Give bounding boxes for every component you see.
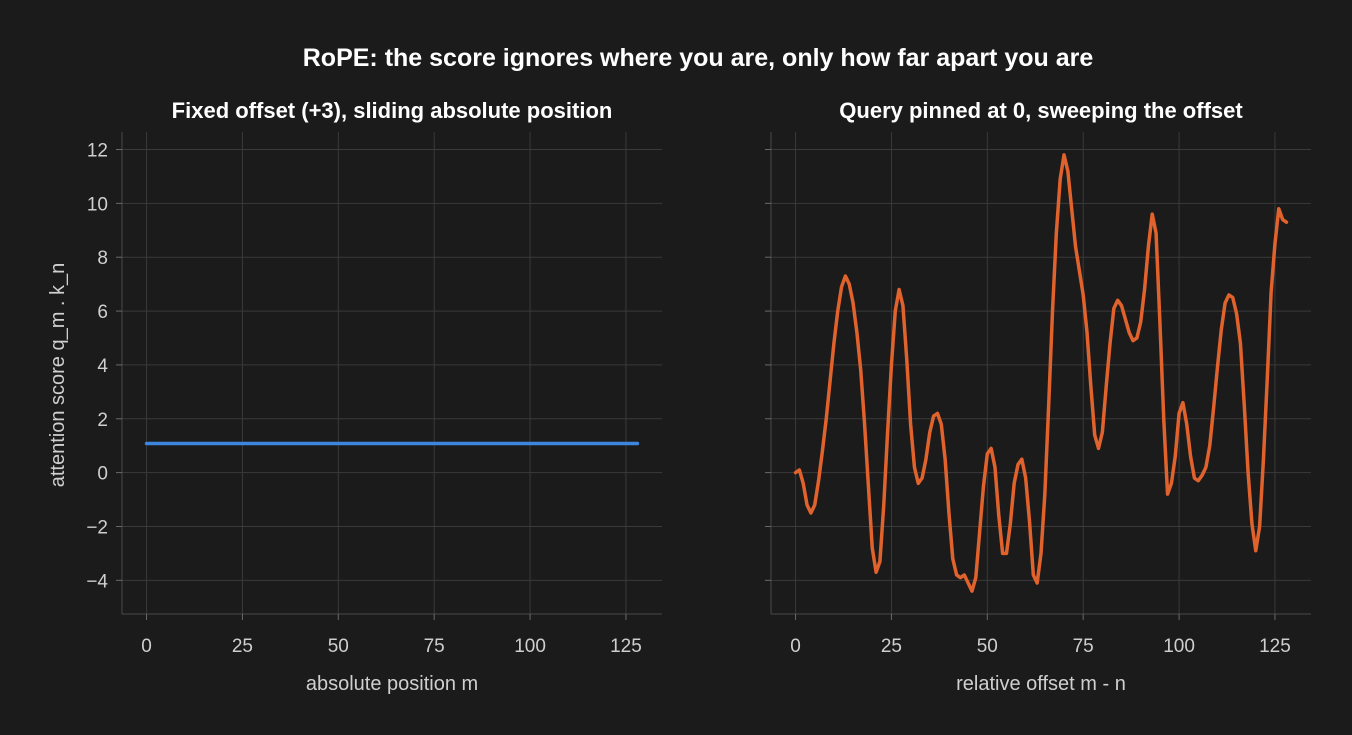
left-y-tick-label: 8 [97, 248, 108, 269]
left-y-tick-label: 2 [97, 410, 108, 431]
right-plot-panel: Query pinned at 0, sweeping the offset r… [765, 98, 1311, 695]
left-plot-panel: Fixed offset (+3), sliding absolute posi… [47, 98, 662, 695]
left-gridlines [122, 132, 662, 614]
right-gridlines [771, 132, 1311, 614]
left-x-tick-label: 0 [141, 636, 152, 657]
left-y-tick-label: −4 [86, 571, 108, 592]
left-y-tick-label: 12 [87, 141, 108, 162]
right-x-tick-label: 75 [1073, 636, 1094, 657]
left-x-tick-label: 100 [514, 636, 546, 657]
left-x-tick-label: 75 [424, 636, 445, 657]
left-plot-title: Fixed offset (+3), sliding absolute posi… [172, 98, 613, 123]
left-x-tick-label: 50 [328, 636, 349, 657]
figure-title: RoPE: the score ignores where you are, o… [303, 44, 1094, 72]
right-plot-title: Query pinned at 0, sweeping the offset [839, 98, 1243, 123]
right-series-line [793, 153, 1289, 593]
left-y-tick-label: 10 [87, 194, 108, 215]
left-y-tick-label: 6 [97, 302, 108, 323]
right-x-tick-label: 50 [977, 636, 998, 657]
left-x-axis-label: absolute position m [306, 673, 478, 695]
right-x-tick-label: 0 [790, 636, 801, 657]
right-x-tick-label: 125 [1259, 636, 1291, 657]
left-y-tick-label: 4 [97, 356, 108, 377]
left-x-tick-label: 125 [610, 636, 642, 657]
left-y-tick-label: 0 [97, 464, 108, 485]
right-x-tick-label: 25 [881, 636, 902, 657]
y-axis-label: attention score q_m . k_n [47, 263, 69, 488]
right-x-axis-label: relative offset m - n [956, 673, 1126, 695]
left-x-tick-label: 25 [232, 636, 253, 657]
left-y-tick-label: −2 [86, 517, 108, 538]
right-x-tick-label: 100 [1163, 636, 1195, 657]
